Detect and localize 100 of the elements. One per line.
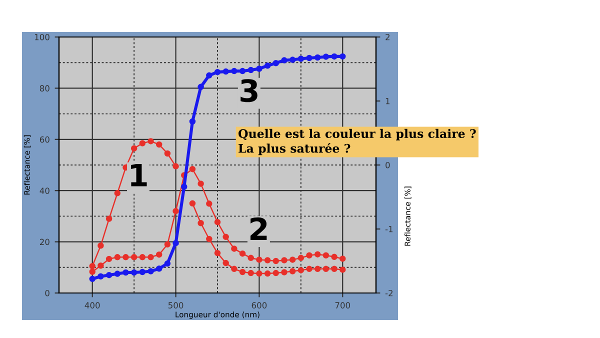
point (264, 270, 271, 277)
point (281, 257, 288, 264)
point (322, 54, 330, 60)
x-tick-label: 700 (335, 302, 350, 308)
point (231, 68, 238, 74)
point (256, 270, 262, 277)
point (289, 256, 296, 263)
point (214, 68, 221, 76)
point (340, 266, 346, 273)
point (314, 251, 321, 258)
point (198, 84, 204, 90)
point (322, 266, 330, 272)
point (114, 254, 121, 260)
point (331, 266, 338, 272)
point (340, 53, 346, 60)
point (298, 56, 304, 62)
point (239, 250, 246, 257)
y-tick-label: 20 (40, 238, 50, 246)
annotation: 3 (240, 79, 258, 102)
point (256, 66, 262, 72)
point (130, 269, 138, 276)
point (114, 190, 121, 196)
point (139, 268, 146, 276)
y2-tick-label: 1 (386, 98, 390, 104)
point (222, 68, 229, 75)
point (156, 266, 162, 272)
point (172, 208, 179, 214)
point (306, 252, 312, 258)
y-tick-label: 60 (40, 136, 50, 143)
point (106, 216, 112, 222)
y-tick-label: 100 (34, 34, 50, 40)
point (172, 163, 179, 170)
point (98, 273, 104, 280)
point (139, 254, 146, 260)
point (106, 256, 112, 262)
point (156, 251, 162, 258)
annotation: 2 (250, 217, 267, 240)
point (264, 257, 271, 264)
point (130, 145, 138, 152)
point (122, 254, 129, 260)
point (306, 266, 312, 272)
x-tick-label: 600 (252, 302, 267, 308)
point (248, 270, 254, 276)
point (189, 118, 196, 125)
point (198, 220, 204, 226)
point (130, 254, 138, 260)
y2-tick-label: 0 (386, 162, 390, 168)
point (231, 266, 238, 272)
point (289, 268, 296, 274)
point (248, 66, 254, 74)
y2-tick-label: -2 (385, 290, 392, 296)
y-tick-label: 0 (45, 290, 50, 296)
point (189, 166, 196, 172)
point (206, 72, 212, 79)
annotation: 1 (131, 164, 147, 186)
point (214, 250, 221, 256)
point (148, 138, 154, 144)
annotation: Quelle est la couleur la plus claire ? La plus saturée ? (238, 128, 476, 156)
point (314, 266, 321, 272)
x-tick-label: 500 (168, 302, 184, 308)
point (298, 254, 304, 262)
point (189, 200, 196, 207)
y-tick-label: 80 (40, 85, 50, 92)
point (89, 276, 96, 282)
point (222, 260, 229, 266)
point (164, 150, 171, 157)
point (148, 268, 154, 274)
point (272, 270, 280, 276)
point (314, 54, 321, 61)
point (331, 53, 338, 60)
point (206, 200, 212, 207)
point (214, 218, 221, 226)
point (164, 241, 171, 248)
point (322, 252, 330, 258)
point (256, 256, 262, 263)
y2-tick-label: 2 (386, 34, 390, 40)
point (289, 56, 296, 63)
point (331, 254, 338, 260)
point (148, 254, 154, 260)
point (264, 62, 271, 69)
point (98, 262, 104, 269)
point (122, 269, 129, 276)
point (181, 184, 188, 190)
point (206, 236, 212, 242)
point (298, 267, 304, 274)
point (98, 242, 104, 249)
point (139, 140, 146, 146)
point (248, 254, 254, 262)
point (156, 141, 162, 148)
point (272, 60, 280, 66)
point (231, 246, 238, 252)
point (222, 234, 229, 240)
point (306, 54, 312, 62)
x-tick-label: 400 (84, 302, 100, 308)
point (172, 240, 179, 246)
point (340, 256, 346, 262)
point (106, 272, 112, 278)
point (281, 269, 288, 276)
point (239, 268, 246, 276)
point (272, 258, 280, 264)
